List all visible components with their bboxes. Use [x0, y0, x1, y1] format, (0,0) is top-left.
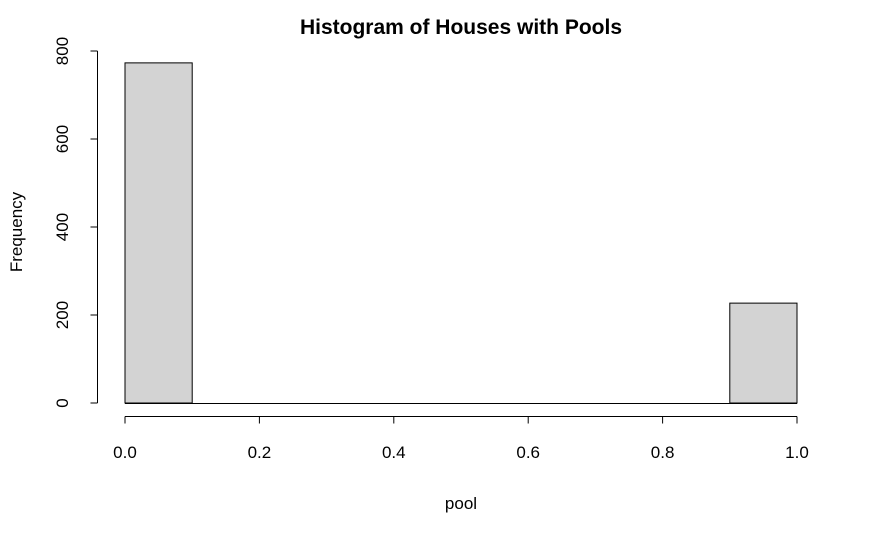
- y-tick-label: 400: [53, 213, 72, 241]
- y-axis-label: Frequency: [7, 191, 26, 272]
- x-tick-label: 0.2: [248, 443, 272, 462]
- y-tick-label: 0: [53, 398, 72, 407]
- bars-group: [124, 62, 798, 404]
- histogram-bar-9: [729, 302, 798, 404]
- x-tick-label: 0.8: [651, 443, 675, 462]
- y-axis: 0 200 400 600 800: [53, 37, 98, 408]
- x-tick-label: 0.6: [516, 443, 540, 462]
- y-tick-label: 800: [53, 37, 72, 65]
- chart-title: Histogram of Houses with Pools: [300, 16, 622, 39]
- y-tick-label: 200: [53, 301, 72, 329]
- x-axis-label: pool: [445, 494, 477, 513]
- y-tick-label: 600: [53, 125, 72, 153]
- histogram-bar-0: [124, 62, 193, 404]
- x-tick-label: 1.0: [785, 443, 809, 462]
- x-axis: 0.0 0.2 0.4 0.6 0.8 1.0: [113, 416, 809, 462]
- x-tick-label: 0.0: [113, 443, 137, 462]
- x-tick-label: 0.4: [382, 443, 406, 462]
